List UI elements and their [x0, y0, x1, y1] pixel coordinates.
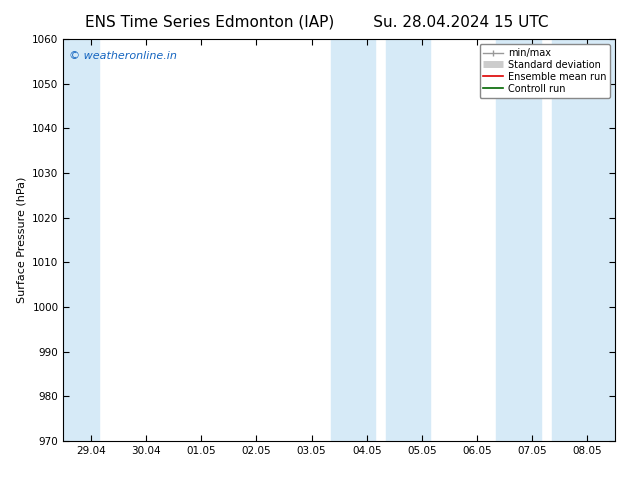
Bar: [331, 39, 375, 441]
Bar: [386, 39, 430, 441]
Y-axis label: Surface Pressure (hPa): Surface Pressure (hPa): [16, 177, 27, 303]
Legend: min/max, Standard deviation, Ensemble mean run, Controll run: min/max, Standard deviation, Ensemble me…: [479, 44, 610, 98]
Text: © weatheronline.in: © weatheronline.in: [69, 51, 177, 61]
Bar: [63, 39, 100, 441]
Text: ENS Time Series Edmonton (IAP)        Su. 28.04.2024 15 UTC: ENS Time Series Edmonton (IAP) Su. 28.04…: [85, 15, 549, 30]
Bar: [496, 39, 541, 441]
Bar: [552, 39, 615, 441]
